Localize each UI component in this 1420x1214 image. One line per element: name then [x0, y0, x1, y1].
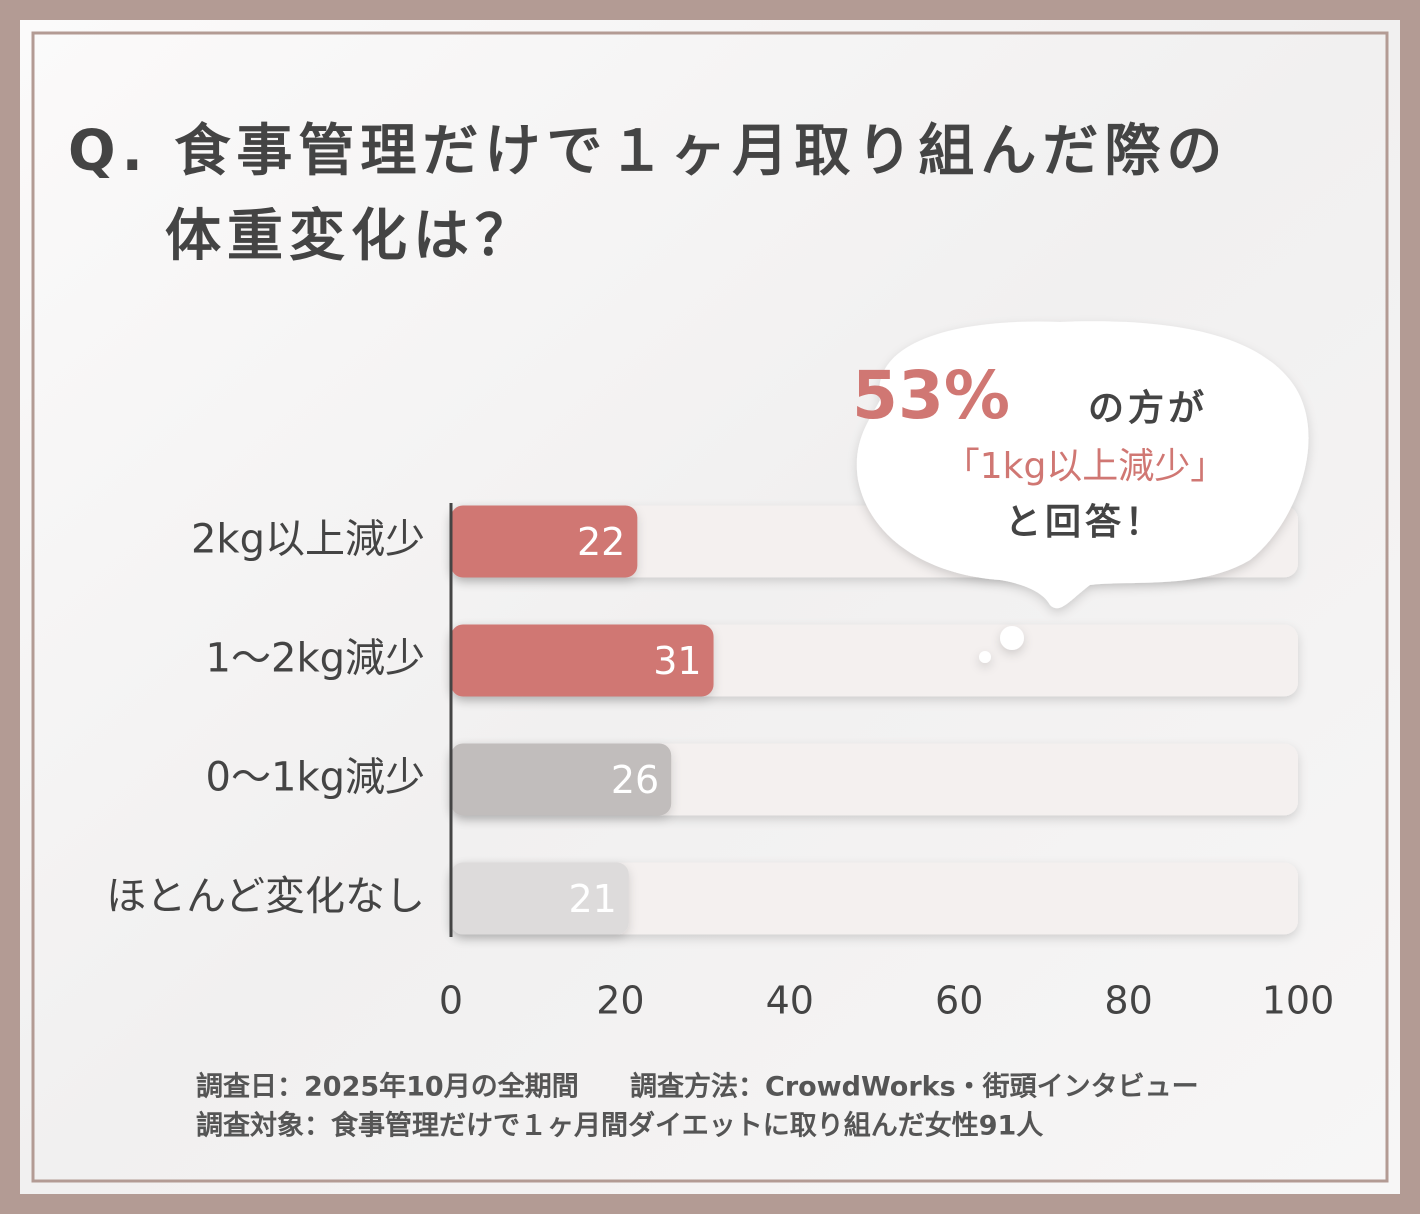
- x-tick-label: 80: [1104, 979, 1152, 1023]
- bubble-dot: [1000, 626, 1024, 650]
- y-tick-label: 1～2kg減少: [206, 636, 425, 682]
- value-label: 31: [653, 639, 701, 683]
- x-tick-label: 40: [766, 979, 814, 1023]
- y-tick-label: 2kg以上減少: [191, 517, 425, 563]
- footnote: 調査対象：食事管理だけで１ヶ月間ダイエットに取り組んだ女性91人: [196, 1110, 1043, 1142]
- bar: [451, 743, 672, 816]
- x-tick-label: 60: [935, 979, 983, 1023]
- frame-border: [31, 31, 1389, 1183]
- plot: 2kg以上減少 22 1～2kg減少 31 0～1kg減少 26 ほとんど変化なし 21 0 20…: [106, 503, 1334, 1023]
- y-tick-label: 0～1kg減少: [206, 755, 425, 801]
- footnote: 調査方法：CrowdWorks・街頭インタビュー: [630, 1071, 1199, 1103]
- callout: [856, 321, 1309, 663]
- x-tick-label: 20: [596, 979, 644, 1023]
- speech-bubble: [856, 321, 1309, 609]
- chart-title: Q. 食事管理だけで１ヶ月取り組んだ際の: [68, 119, 1228, 184]
- footnote: 調査日：2025年10月の全期間: [196, 1071, 579, 1103]
- bar-track: [451, 862, 1298, 935]
- bar: [451, 624, 714, 697]
- value-label: 21: [569, 877, 617, 921]
- x-tick-label: 100: [1262, 979, 1335, 1023]
- x-tick-label: 0: [439, 979, 463, 1023]
- callout-text: と回答！: [1005, 502, 1165, 543]
- y-tick-label: ほとんど変化なし: [106, 874, 425, 920]
- bar: [451, 505, 638, 578]
- callout-text: 「1kg以上減少」: [944, 446, 1227, 487]
- callout-highlight: 53%: [852, 357, 1010, 434]
- chart-title: 体重変化は？: [165, 204, 537, 269]
- value-label: 22: [577, 520, 625, 564]
- frame-inner: [20, 20, 1400, 1194]
- callout-text: の方が: [1088, 388, 1208, 429]
- bar: [451, 862, 629, 935]
- bubble-dot: [979, 651, 991, 663]
- value-label: 26: [611, 758, 659, 802]
